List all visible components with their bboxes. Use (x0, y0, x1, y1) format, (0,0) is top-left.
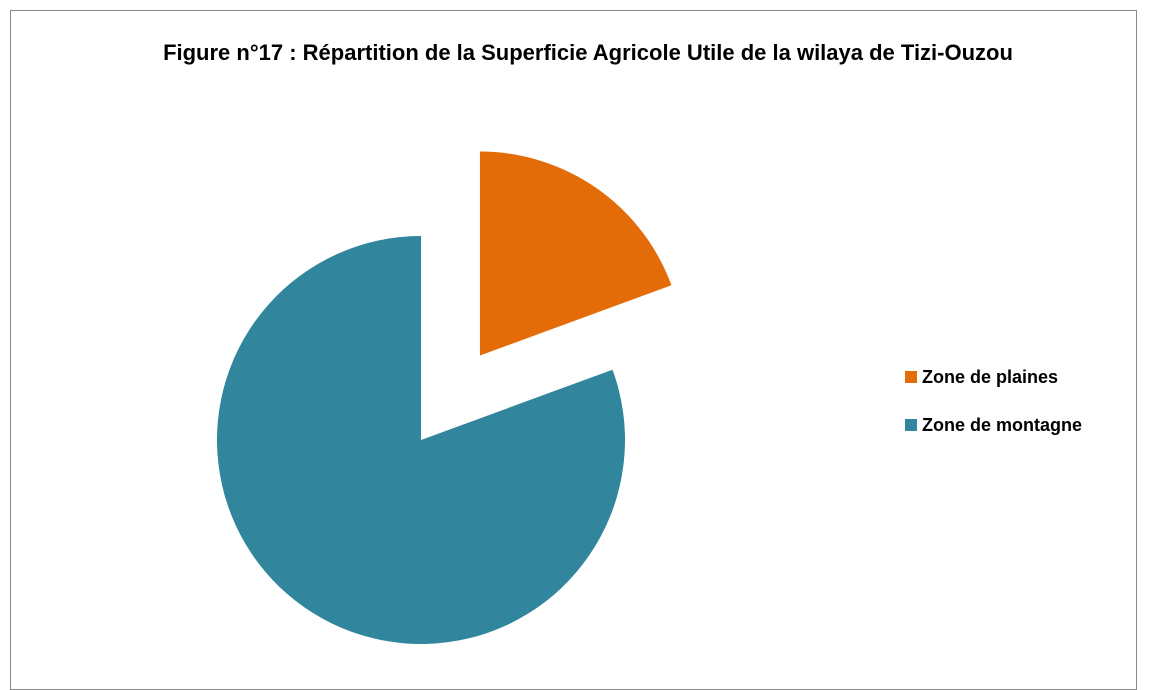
legend-label: Zone de plaines (922, 367, 1058, 387)
pie-slice (217, 236, 626, 644)
pie-slice (479, 151, 672, 356)
chart-title: Figure n°17 : Répartition de la Superfic… (163, 40, 1013, 65)
legend-swatch (905, 371, 917, 383)
legend-label: Zone de montagne (922, 415, 1082, 435)
chart-frame (10, 10, 1137, 690)
legend-swatch (905, 419, 917, 431)
